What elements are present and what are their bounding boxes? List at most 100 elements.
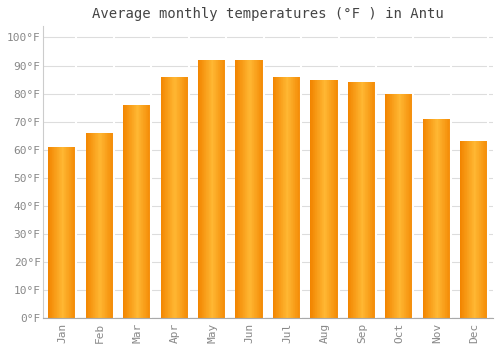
Bar <box>403 93 404 318</box>
Bar <box>474 141 475 318</box>
Bar <box>367 82 368 318</box>
Bar <box>462 141 463 318</box>
Bar <box>282 77 283 318</box>
Bar <box>372 82 373 318</box>
Bar <box>240 60 241 318</box>
Bar <box>183 77 184 318</box>
Bar <box>68 147 69 318</box>
Bar <box>361 82 362 318</box>
Bar <box>316 79 318 318</box>
Bar <box>328 79 330 318</box>
Bar <box>337 79 338 318</box>
Bar <box>244 60 246 318</box>
Bar <box>473 141 474 318</box>
Bar <box>409 93 410 318</box>
Bar <box>463 141 464 318</box>
Bar <box>160 77 162 318</box>
Bar <box>362 82 364 318</box>
Bar <box>184 77 185 318</box>
Bar <box>354 82 355 318</box>
Bar <box>143 105 144 318</box>
Bar <box>406 93 407 318</box>
Bar <box>111 133 112 318</box>
Bar <box>198 60 200 318</box>
Bar <box>133 105 134 318</box>
Bar <box>466 141 468 318</box>
Bar <box>126 105 128 318</box>
Bar <box>404 93 405 318</box>
Bar <box>139 105 140 318</box>
Bar <box>239 60 240 318</box>
Bar <box>468 141 469 318</box>
Bar <box>300 77 301 318</box>
Bar <box>333 79 334 318</box>
Bar <box>206 60 207 318</box>
Bar <box>70 147 72 318</box>
Bar <box>253 60 254 318</box>
Bar <box>200 60 201 318</box>
Bar <box>370 82 371 318</box>
Bar <box>89 133 90 318</box>
Bar <box>72 147 74 318</box>
Bar <box>134 105 135 318</box>
Bar <box>51 147 52 318</box>
Bar <box>67 147 68 318</box>
Bar <box>389 93 390 318</box>
Bar <box>373 82 374 318</box>
Bar <box>218 60 219 318</box>
Bar <box>436 119 437 318</box>
Bar <box>243 60 244 318</box>
Bar <box>87 133 88 318</box>
Bar <box>131 105 132 318</box>
Bar <box>485 141 486 318</box>
Bar <box>408 93 409 318</box>
Bar <box>441 119 442 318</box>
Bar <box>100 133 101 318</box>
Bar <box>277 77 278 318</box>
Bar <box>55 147 56 318</box>
Bar <box>311 79 312 318</box>
Bar <box>392 93 393 318</box>
Bar <box>130 105 131 318</box>
Bar <box>254 60 255 318</box>
Bar <box>179 77 180 318</box>
Bar <box>425 119 426 318</box>
Bar <box>285 77 286 318</box>
Bar <box>49 147 50 318</box>
Bar <box>256 60 258 318</box>
Bar <box>216 60 217 318</box>
Bar <box>64 147 65 318</box>
Bar <box>440 119 441 318</box>
Bar <box>439 119 440 318</box>
Bar <box>405 93 406 318</box>
Bar <box>410 93 412 318</box>
Bar <box>476 141 477 318</box>
Bar <box>109 133 110 318</box>
Bar <box>483 141 484 318</box>
Bar <box>334 79 335 318</box>
Bar <box>173 77 174 318</box>
Bar <box>237 60 238 318</box>
Bar <box>480 141 482 318</box>
Bar <box>322 79 323 318</box>
Bar <box>90 133 91 318</box>
Bar <box>63 147 64 318</box>
Bar <box>186 77 187 318</box>
Bar <box>429 119 430 318</box>
Bar <box>395 93 396 318</box>
Bar <box>438 119 439 318</box>
Bar <box>394 93 395 318</box>
Bar <box>477 141 478 318</box>
Bar <box>475 141 476 318</box>
Bar <box>352 82 353 318</box>
Bar <box>442 119 443 318</box>
Bar <box>172 77 173 318</box>
Bar <box>321 79 322 318</box>
Bar <box>108 133 109 318</box>
Bar <box>249 60 250 318</box>
Bar <box>220 60 221 318</box>
Bar <box>291 77 292 318</box>
Bar <box>224 60 226 318</box>
Bar <box>261 60 262 318</box>
Bar <box>319 79 320 318</box>
